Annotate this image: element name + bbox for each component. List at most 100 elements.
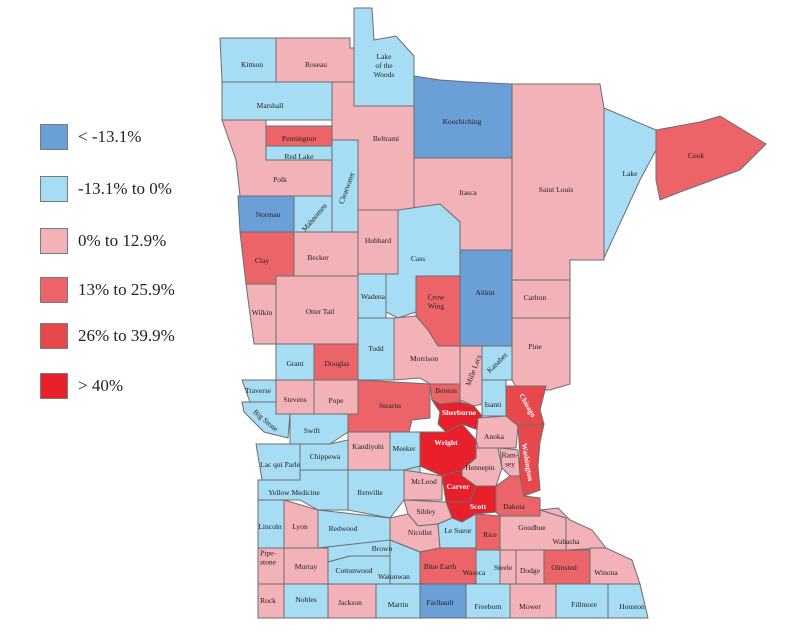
county-freeborn	[465, 583, 511, 619]
county-label: Beltrami	[373, 134, 399, 143]
county-label: Pine	[528, 342, 542, 351]
county-label: Becker	[307, 253, 329, 262]
county-label: Benton	[435, 386, 457, 395]
county-label: Kittson	[241, 60, 263, 69]
county-label: Saint Louis	[539, 185, 573, 194]
county-label: Koochiching	[443, 117, 482, 126]
county-label: Blue Earth	[424, 562, 457, 571]
legend-label: 0% to 12.9%	[78, 231, 167, 250]
county-label: Jackson	[338, 598, 362, 607]
county-label: McLeod	[411, 477, 437, 486]
county-label: Murray	[295, 562, 318, 571]
county-label: Anoka	[484, 432, 505, 441]
county-label: Lincoln	[258, 522, 282, 531]
county-label: Cottonwood	[335, 566, 372, 575]
county-label: Hubbard	[365, 236, 391, 245]
county-label: Wadena	[361, 292, 386, 301]
county-label: Grant	[286, 359, 304, 368]
county-label: Rock	[260, 596, 276, 605]
legend-label: 13% to 25.9%	[78, 280, 175, 299]
county-label: Aitkin	[475, 288, 494, 297]
legend-swatch	[40, 373, 68, 399]
county-houston	[607, 583, 649, 619]
county-label: Faribault	[426, 598, 454, 607]
county-mower	[509, 583, 557, 619]
legend-swatch	[40, 277, 68, 303]
county-wabasha	[539, 507, 607, 551]
county-kanabec	[481, 345, 513, 381]
county-label: Clay	[255, 256, 269, 265]
county-isanti	[481, 379, 507, 417]
county-label: Redwood	[329, 524, 358, 533]
county-label: Winona	[594, 568, 618, 577]
legend-swatch	[40, 228, 68, 254]
county-label: Norman	[256, 210, 281, 219]
county-label: Isanti	[485, 400, 502, 409]
county-label: Lake of the Woods	[374, 52, 395, 79]
legend-label: -13.1% to 0%	[78, 179, 172, 198]
county-saint-louis	[511, 83, 605, 285]
county-label: Lake	[623, 169, 639, 178]
county-label: Freeborn	[474, 602, 501, 611]
county-label: Sherburne	[442, 408, 477, 417]
legend-item: 26% to 39.9%	[40, 323, 175, 349]
county-label: Otter Tail	[306, 307, 335, 316]
county-label: Hennepin	[465, 463, 494, 472]
county-label: Douglas	[325, 359, 350, 368]
county-label: Nicollet	[408, 528, 433, 537]
county-aitkin	[459, 249, 513, 347]
legend-swatch	[40, 176, 68, 202]
county-label: Brown	[372, 544, 393, 553]
county-label: Goodhue	[518, 523, 546, 532]
county-label: Ram-sey	[502, 451, 519, 469]
county-label: Olmsted	[551, 563, 577, 572]
county-label: Crow Wing	[428, 293, 445, 311]
county-label: Polk	[273, 175, 287, 184]
county-cook	[655, 115, 767, 201]
county-dakota	[495, 475, 541, 517]
county-label: Yellow Medicine	[268, 488, 320, 497]
county-label: Wright	[434, 438, 458, 447]
legend-item: > 40%	[40, 373, 123, 399]
county-label: Itasca	[459, 188, 477, 197]
county-label: Pipe-stone	[260, 549, 277, 567]
county-pine	[511, 317, 571, 391]
legend-label: < -13.1%	[78, 127, 142, 146]
legend-label: 26% to 39.9%	[78, 326, 175, 345]
county-label: Carver	[447, 482, 471, 491]
county-mcleod	[403, 469, 443, 501]
county-label: Waseca	[463, 568, 486, 577]
county-label: Todd	[368, 344, 384, 353]
county-label: Traverse	[245, 386, 272, 395]
county-label: Wabasha	[553, 537, 581, 546]
county-label: Fillmore	[571, 600, 598, 609]
county-label: Chippewa	[310, 452, 341, 461]
legend-swatch	[40, 323, 68, 349]
county-label: Kandiyohi	[352, 442, 384, 451]
county-label: Cook	[688, 151, 705, 160]
county-label: Mower	[519, 602, 541, 611]
county-label: Roseau	[305, 60, 327, 69]
county-label: Scott	[470, 502, 487, 511]
county-label: Wilkin	[252, 308, 273, 317]
legend-label: > 40%	[78, 376, 123, 395]
county-label: Renville	[357, 488, 383, 497]
county-label: Lyon	[292, 522, 308, 531]
county-layer	[219, 7, 767, 619]
county-label: Dodge	[520, 566, 541, 575]
county-label: Cass	[411, 254, 425, 263]
county-label: Meeker	[393, 444, 416, 453]
county-big-stone	[241, 401, 291, 439]
county-winona	[589, 547, 641, 585]
county-label: Lac qui Parle	[260, 460, 301, 469]
county-label: Martin	[388, 600, 409, 609]
county-label: Pennington	[282, 134, 316, 143]
county-label: Le Sueur	[444, 526, 472, 535]
county-label: Swift	[304, 426, 321, 435]
county-label: Steele	[494, 563, 513, 572]
legend-swatch	[40, 124, 68, 150]
county-label: Stevens	[283, 395, 306, 404]
county-label: Stearns	[379, 401, 401, 410]
county-label: Pope	[329, 396, 345, 405]
